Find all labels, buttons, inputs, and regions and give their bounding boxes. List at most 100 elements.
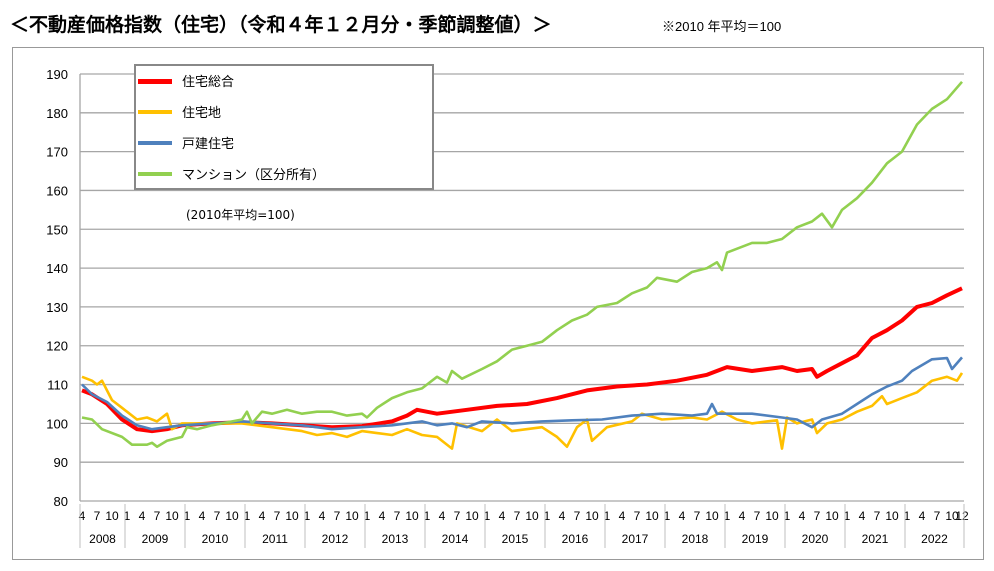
x-tick-label: 7 bbox=[874, 509, 881, 523]
legend-item: 住宅地 bbox=[138, 101, 222, 121]
legend-label: マンション（区分所有） bbox=[182, 167, 326, 183]
x-tick-label: 12 bbox=[955, 509, 969, 523]
x-tick-label: 4 bbox=[559, 509, 566, 523]
x-tick-label: 7 bbox=[334, 509, 341, 523]
x-year-label: 2015 bbox=[502, 532, 529, 546]
series-line-4 bbox=[81, 80, 963, 448]
x-tick-label: 4 bbox=[679, 509, 686, 523]
x-tick-label: 4 bbox=[139, 509, 146, 523]
x-tick-label: 1 bbox=[184, 509, 191, 523]
y-tick-label: 170 bbox=[46, 145, 68, 160]
x-tick-label: 10 bbox=[345, 509, 359, 523]
x-tick-label: 1 bbox=[784, 509, 791, 523]
y-tick-label: 90 bbox=[54, 455, 68, 470]
x-year-label: 2008 bbox=[89, 532, 116, 546]
legend-swatch bbox=[138, 141, 172, 145]
x-tick-label: 10 bbox=[525, 509, 539, 523]
series-line-3 bbox=[81, 356, 963, 431]
x-tick-label: 1 bbox=[244, 509, 251, 523]
x-tick-label: 1 bbox=[904, 509, 911, 523]
x-tick-label: 4 bbox=[379, 509, 386, 523]
y-tick-label: 120 bbox=[46, 339, 68, 354]
x-year-label: 2011 bbox=[262, 532, 288, 546]
x-year-label: 2013 bbox=[382, 532, 409, 546]
y-tick-label: 160 bbox=[46, 183, 68, 198]
x-tick-label: 4 bbox=[499, 509, 506, 523]
chart-frame bbox=[12, 47, 984, 560]
x-year-label: 2016 bbox=[562, 532, 589, 546]
legend-swatch bbox=[138, 172, 172, 176]
x-year-label: 2009 bbox=[142, 532, 169, 546]
x-tick-label: 10 bbox=[825, 509, 839, 523]
legend-label: 住宅地 bbox=[182, 105, 222, 121]
legend-label: 戸建住宅 bbox=[182, 136, 235, 152]
x-tick-label: 1 bbox=[484, 509, 491, 523]
x-year-label: 2020 bbox=[802, 532, 829, 546]
legend: 住宅総合 住宅地 戸建住宅 マンション（区分所有） bbox=[134, 64, 434, 190]
x-tick-label: 4 bbox=[619, 509, 626, 523]
x-tick-label: 4 bbox=[919, 509, 926, 523]
x-tick-label: 7 bbox=[694, 509, 701, 523]
x-year-label: 2012 bbox=[322, 532, 349, 546]
y-tick-label: 140 bbox=[46, 261, 68, 276]
x-tick-label: 7 bbox=[754, 509, 761, 523]
y-tick-label: 130 bbox=[46, 300, 68, 315]
x-tick-label: 7 bbox=[394, 509, 401, 523]
y-tick-label: 190 bbox=[46, 67, 68, 82]
x-tick-label: 1 bbox=[724, 509, 731, 523]
legend-item: 戸建住宅 bbox=[138, 132, 235, 152]
x-year-label: 2018 bbox=[682, 532, 709, 546]
x-tick-label: 7 bbox=[934, 509, 941, 523]
x-tick-label: 7 bbox=[274, 509, 281, 523]
x-year-label: 2022 bbox=[921, 532, 948, 546]
x-tick-label: 1 bbox=[844, 509, 851, 523]
x-tick-label: 10 bbox=[645, 509, 659, 523]
x-tick-label: 10 bbox=[105, 509, 119, 523]
x-tick-label: 10 bbox=[585, 509, 599, 523]
legend-swatch bbox=[138, 79, 172, 84]
x-tick-label: 1 bbox=[364, 509, 371, 523]
x-tick-label: 1 bbox=[304, 509, 311, 523]
legend-item: 住宅総合 bbox=[138, 70, 235, 90]
x-tick-label: 7 bbox=[154, 509, 161, 523]
y-tick-label: 80 bbox=[54, 494, 68, 509]
series-line-1 bbox=[81, 286, 963, 434]
x-year-label: 2021 bbox=[862, 532, 889, 546]
x-tick-label: 4 bbox=[319, 509, 326, 523]
x-year-label: 2019 bbox=[742, 532, 769, 546]
legend-label: 住宅総合 bbox=[182, 74, 235, 90]
x-tick-label: 1 bbox=[544, 509, 551, 523]
x-tick-label: 1 bbox=[124, 509, 131, 523]
x-tick-label: 7 bbox=[94, 509, 101, 523]
x-tick-label: 10 bbox=[225, 509, 239, 523]
x-tick-label: 1 bbox=[424, 509, 431, 523]
x-tick-label: 4 bbox=[79, 509, 86, 523]
x-tick-label: 10 bbox=[465, 509, 479, 523]
x-tick-label: 10 bbox=[405, 509, 419, 523]
x-year-label: 2017 bbox=[622, 532, 649, 546]
x-tick-label: 7 bbox=[814, 509, 821, 523]
x-tick-label: 7 bbox=[634, 509, 641, 523]
x-tick-label: 4 bbox=[739, 509, 746, 523]
x-tick-label: 4 bbox=[199, 509, 206, 523]
x-tick-label: 10 bbox=[765, 509, 779, 523]
y-tick-label: 150 bbox=[46, 222, 68, 237]
x-tick-label: 10 bbox=[285, 509, 299, 523]
x-tick-label: 10 bbox=[165, 509, 179, 523]
x-tick-label: 7 bbox=[454, 509, 461, 523]
x-tick-label: 7 bbox=[574, 509, 581, 523]
y-tick-label: 180 bbox=[46, 106, 68, 121]
x-tick-label: 4 bbox=[439, 509, 446, 523]
chart-annotation: (2010年平均=100) bbox=[186, 208, 295, 222]
x-tick-label: 10 bbox=[885, 509, 899, 523]
x-tick-label: 7 bbox=[514, 509, 521, 523]
legend-item: マンション（区分所有） bbox=[138, 163, 326, 183]
x-tick-label: 10 bbox=[945, 509, 959, 523]
x-tick-label: 10 bbox=[705, 509, 719, 523]
x-tick-label: 7 bbox=[214, 509, 221, 523]
x-tick-label: 4 bbox=[259, 509, 266, 523]
y-tick-label: 100 bbox=[46, 416, 68, 431]
x-tick-label: 1 bbox=[664, 509, 671, 523]
page-title: ＜不動産価格指数（住宅）（令和４年１２月分・季節調整値）＞ bbox=[10, 14, 552, 36]
x-tick-label: 4 bbox=[859, 509, 866, 523]
